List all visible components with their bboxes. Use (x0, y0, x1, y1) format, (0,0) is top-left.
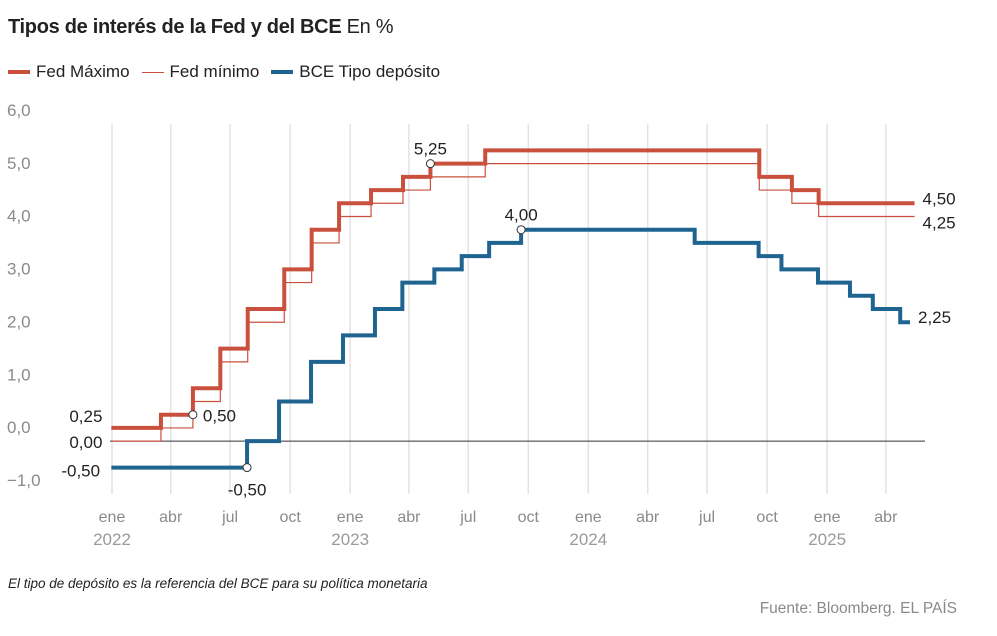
x-tick-label: abr (397, 509, 421, 526)
x-tick-label: ene (99, 509, 126, 526)
x-tick-label: oct (279, 509, 301, 526)
annotation-marker (516, 225, 526, 235)
annotation-label: -0,50 (61, 462, 100, 481)
chart-title-unit: En % (346, 16, 394, 38)
x-tick-label: ene (575, 509, 602, 526)
legend-swatch-fed-maximo (8, 70, 30, 74)
annotation-marker (425, 159, 435, 169)
x-year-label: 2022 (93, 530, 131, 549)
x-tick-label: jul (459, 509, 476, 526)
annotation-label: 0,50 (203, 407, 236, 426)
series-bce-deposito (111, 227, 910, 470)
legend-swatch-bce (271, 70, 294, 74)
x-axis: ene 2022 abr jul oct ene 2023 abr jul oct ene 2024 a… (93, 509, 898, 549)
series-fed-maximo (111, 148, 915, 430)
legend-item-fed-minimo: Fed mínimo (141, 62, 260, 82)
annotation-label: 0,00 (69, 433, 102, 452)
x-tick-label: abr (874, 509, 898, 526)
annotation-marker (188, 410, 198, 420)
annotation-label: 0,25 (69, 407, 102, 426)
legend-label-bce: BCE Tipo depósito (299, 62, 441, 81)
series-fed-minimo (111, 163, 915, 442)
legend: Fed Máximo Fed mínimo BCE Tipo depósito (8, 60, 452, 84)
legend-swatch-fed-minimo (141, 71, 164, 73)
chart-title-text: Tipos de interés de la Fed y del BCE (8, 16, 342, 38)
legend-item-fed-maximo: Fed Máximo (8, 62, 130, 82)
x-tick-label: jul (698, 509, 715, 526)
chart-note: El tipo de depósito es la referencia del… (8, 576, 428, 591)
x-year-label: 2023 (331, 530, 369, 549)
legend-item-bce: BCE Tipo depósito (271, 62, 440, 82)
annotation-label: -0,50 (228, 481, 267, 500)
y-tick-label: 5,0 (7, 154, 31, 173)
y-tick-label: 2,0 (7, 312, 31, 331)
y-tick-label: 0,0 (7, 418, 31, 437)
series (111, 148, 915, 470)
x-year-label: 2025 (808, 530, 846, 549)
annotation-label: 2,25 (918, 308, 951, 327)
y-axis: 6,0 5,0 4,0 3,0 2,0 1,0 0,0 −1,0 (7, 101, 41, 490)
y-tick-label: −1,0 (7, 471, 41, 490)
annotation-label: 4,00 (505, 206, 538, 225)
x-tick-label: ene (337, 509, 364, 526)
y-tick-label: 3,0 (7, 260, 31, 279)
annotation-label: 5,25 (414, 140, 447, 159)
x-tick-label: abr (159, 509, 183, 526)
grid (110, 124, 925, 494)
x-tick-label: abr (636, 509, 660, 526)
chart-source: Fuente: Bloomberg. EL PAÍS (759, 600, 957, 617)
annotation-marker (242, 463, 252, 473)
legend-label-fed-maximo: Fed Máximo (36, 62, 130, 81)
x-tick-label: ene (814, 509, 841, 526)
x-year-label: 2024 (569, 530, 607, 549)
x-tick-label: oct (518, 509, 540, 526)
x-tick-label: jul (221, 509, 238, 526)
annotations: 0,25 0,00 0,50 -0,50 -0,50 5,25 4,00 4,50 4,25 2,… (61, 140, 955, 500)
chart-title: Tipos de interés de la Fed y del BCE En … (8, 16, 394, 39)
annotation-label: 4,50 (923, 189, 956, 208)
y-tick-label: 4,0 (7, 207, 31, 226)
annotation-label: 4,25 (923, 214, 956, 233)
y-tick-label: 6,0 (7, 101, 31, 120)
x-tick-label: oct (756, 509, 778, 526)
legend-label-fed-minimo: Fed mínimo (169, 62, 260, 81)
y-tick-label: 1,0 (7, 365, 31, 384)
